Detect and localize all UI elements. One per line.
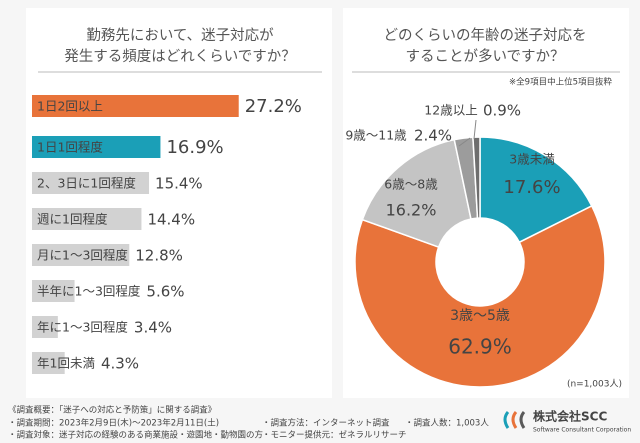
logo-icon [503, 411, 526, 429]
bar [32, 280, 75, 302]
value-label: 15.4% [155, 175, 203, 193]
bar [32, 208, 142, 230]
slice-label: 6歳～8歳 [384, 177, 438, 192]
value-label: 16.9% [166, 137, 223, 158]
footer-item: ・調査期間：2023年2月9日(木)～2023年2月11日(土) [8, 418, 219, 429]
bar-label: 半年に1～3回程度 [37, 284, 141, 299]
slice-value: 16.2% [386, 201, 437, 220]
logo-name: 株式会社SCC [533, 409, 607, 424]
slice-label: 3歳～5歳 [450, 308, 510, 324]
donut-slice [354, 204, 606, 388]
donut-slice [479, 136, 593, 244]
sample-note: (n=1,003人) [567, 379, 622, 390]
leader-line [473, 119, 477, 140]
value-label: 5.6% [146, 283, 184, 301]
slice-label: 12歳以上 [424, 103, 477, 118]
footer-item: ・調査方法：インターネット調査 [262, 418, 390, 429]
title-line: 発生する頻度はどれくらいですか？ [64, 48, 296, 65]
value-label: 27.2% [245, 96, 302, 117]
value-label: 14.4% [147, 211, 195, 229]
donut-slice [472, 136, 481, 219]
slice-label: 9歳～11歳 [345, 128, 407, 143]
slice-value: 17.6% [503, 177, 560, 198]
value-label: 3.4% [134, 319, 172, 337]
slice-value: 0.9% [483, 102, 521, 120]
bar [32, 352, 65, 374]
bar [32, 136, 161, 158]
footer-item: ・モニター提供元：ゼネラルリサーチ [262, 430, 407, 441]
bar-label: 1日1回程度 [37, 140, 103, 155]
bar [32, 172, 150, 194]
bar-label: 年に1～3回程度 [37, 320, 128, 335]
bar [32, 244, 130, 266]
title-line: することが多いですか？ [405, 48, 564, 65]
donut-slice [361, 138, 472, 249]
title-line: 勤務先において、迷子対応が [86, 27, 274, 44]
bar-label: 月に1～3回程度 [37, 248, 128, 263]
slice-value: 2.4% [414, 127, 452, 145]
bar [32, 316, 58, 338]
logo-tagline: Software Consultant Corporation [533, 427, 631, 434]
leader-line [458, 137, 471, 147]
bar [32, 95, 239, 117]
value-label: 4.3% [101, 355, 139, 373]
value-label: 12.8% [135, 247, 183, 265]
slice-label: 3歳未満 [509, 152, 554, 167]
title-line: どのくらいの年齢の迷子対応を [384, 27, 587, 44]
left-panel [26, 8, 332, 398]
bar-label: 1日2回以上 [37, 99, 103, 114]
slice-value: 62.9% [448, 335, 512, 359]
footer-heading: 《調査概要：「迷子への対応と予防策」に関する調査》 [8, 405, 216, 416]
bar-label: 週に1回程度 [37, 212, 108, 227]
subtitle: ※全9項目中上位5項目抜粋 [509, 77, 612, 88]
footer-item: ・調査対象：迷子対応の経験のある商業施設・遊園地・動物園の方 [8, 430, 263, 441]
bar-label: 年1回未満 [37, 356, 95, 371]
bar-label: 2、3日に1回程度 [37, 176, 136, 191]
footer-item: ・調査人数：1,003人 [405, 418, 489, 429]
